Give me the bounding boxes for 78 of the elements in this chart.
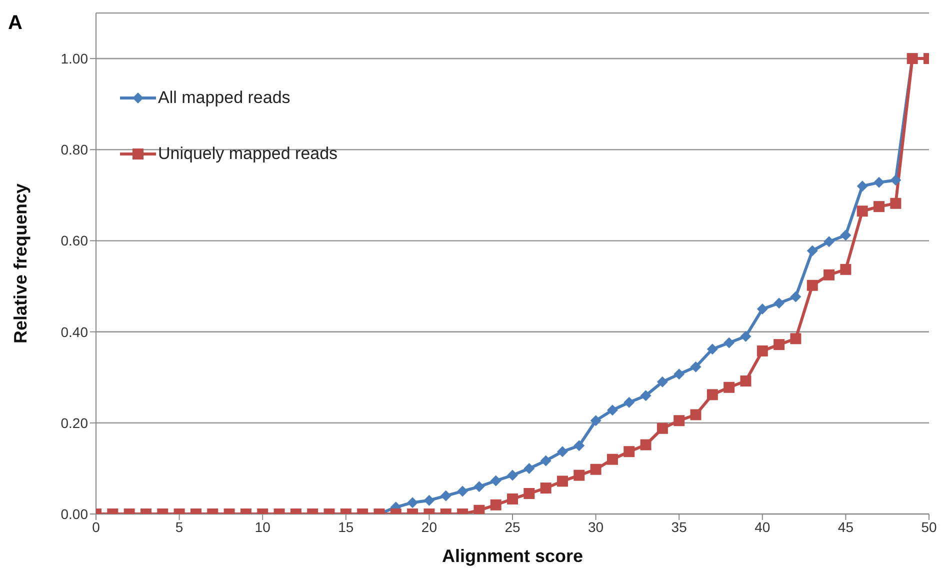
point <box>407 497 418 508</box>
point <box>874 201 885 212</box>
point <box>790 291 802 302</box>
point <box>706 344 718 355</box>
point <box>806 245 818 256</box>
point <box>824 269 835 280</box>
x-tick-label: 45 <box>838 518 854 535</box>
point <box>856 206 868 217</box>
point <box>540 455 552 466</box>
y-tick-label: 0.40 <box>60 324 88 340</box>
y-tick-label: 0.00 <box>60 506 88 522</box>
point <box>690 361 702 372</box>
point <box>540 482 552 494</box>
y-tick-label: 0.20 <box>60 414 88 431</box>
point <box>440 490 452 502</box>
point <box>840 230 852 241</box>
point <box>790 333 802 344</box>
point <box>874 176 885 188</box>
point <box>590 464 602 475</box>
x-tick-label: 20 <box>421 518 438 535</box>
point <box>840 264 852 275</box>
point <box>806 280 818 291</box>
point <box>724 382 735 393</box>
x-tick-label: 35 <box>671 518 688 535</box>
point <box>574 440 585 452</box>
legend-label: Uniquely mapped reads <box>158 144 338 164</box>
point <box>890 198 902 209</box>
point <box>856 180 868 192</box>
x-tick-label: 15 <box>338 518 354 535</box>
point <box>740 330 752 342</box>
point <box>674 368 685 380</box>
point <box>706 389 718 400</box>
x-tick-label: 50 <box>921 518 937 535</box>
x-tick-label: 30 <box>588 518 604 535</box>
point <box>724 337 735 348</box>
point <box>890 174 902 186</box>
point <box>606 404 618 416</box>
point <box>457 486 468 497</box>
y-axis-title: Relative frequency <box>10 183 30 344</box>
point <box>624 446 635 458</box>
y-tick-label: 0.60 <box>60 232 88 249</box>
point <box>490 475 502 486</box>
point <box>490 499 502 510</box>
point <box>606 454 618 465</box>
x-tick-label: 10 <box>254 518 271 535</box>
point <box>656 376 668 388</box>
point <box>640 439 652 450</box>
point <box>756 304 768 315</box>
point <box>556 446 568 458</box>
y-tick-label: 0.80 <box>60 142 88 158</box>
point <box>507 493 518 504</box>
point <box>424 494 435 506</box>
point <box>507 470 518 481</box>
x-tick-label: 5 <box>175 518 184 535</box>
point <box>574 470 585 481</box>
point <box>756 345 768 356</box>
point <box>524 462 535 474</box>
legend-label: All mapped reads <box>158 88 290 108</box>
x-tick-label: 25 <box>504 518 520 535</box>
y-tick-label: 1.00 <box>60 50 88 67</box>
point <box>474 481 485 492</box>
point <box>674 415 685 426</box>
point <box>624 396 635 408</box>
point <box>590 415 602 426</box>
x-tick-label: 40 <box>754 518 770 535</box>
point <box>640 390 652 402</box>
point <box>656 422 668 434</box>
point <box>774 339 785 350</box>
x-tick-label: 0 <box>92 518 100 535</box>
point <box>690 409 702 420</box>
point <box>474 504 485 514</box>
point <box>774 298 785 309</box>
chart-title: A <box>8 12 22 35</box>
point <box>524 488 535 500</box>
x-axis-title: Alignment score <box>442 546 584 566</box>
point <box>740 376 752 387</box>
point <box>824 236 835 248</box>
point <box>556 476 568 487</box>
